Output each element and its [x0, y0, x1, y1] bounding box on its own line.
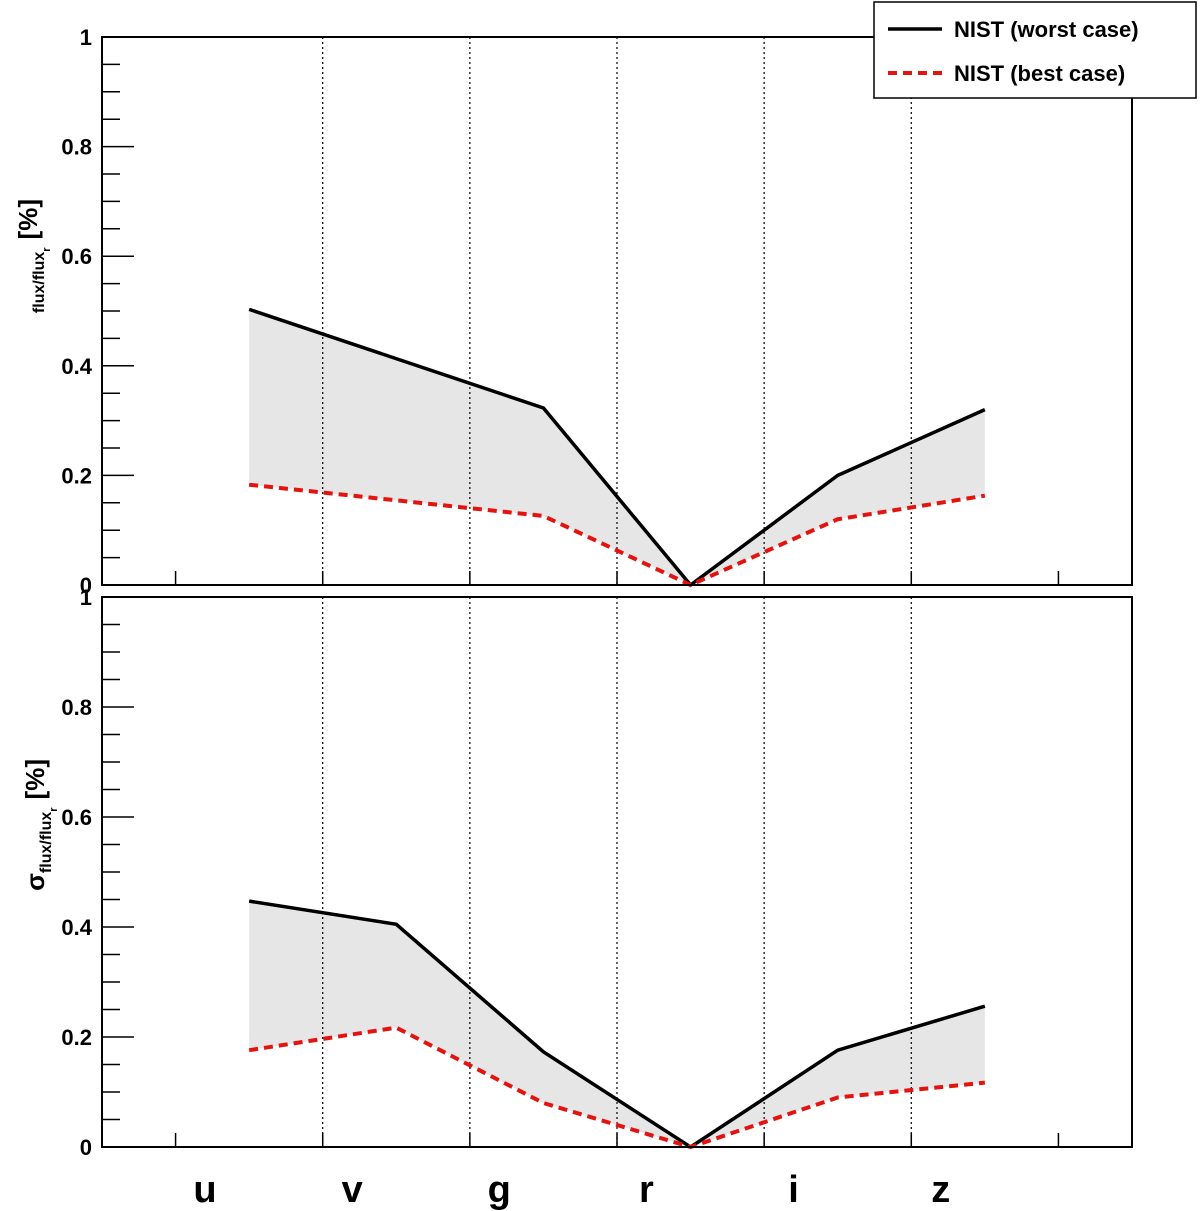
- y-axis-label-text: flux/fluxr [%]: [13, 199, 53, 313]
- uncertainty-band: [249, 901, 985, 1147]
- y-tick-label: 0.6: [61, 244, 92, 269]
- legend-label: NIST (best case): [954, 61, 1125, 86]
- y-axis-label-unit: [%]: [20, 759, 50, 799]
- y-axis-label-unit: [%]: [13, 199, 43, 239]
- y-axis-label-quantity: flux/flux: [31, 252, 48, 313]
- x-category-label: g: [488, 1169, 511, 1211]
- y-tick-label: 0.4: [61, 354, 92, 379]
- y-tick-label: 0.8: [61, 135, 92, 160]
- y-tick-label: 0.8: [61, 695, 92, 720]
- x-category-label: i: [788, 1169, 799, 1211]
- y-tick-label: 1: [80, 585, 92, 610]
- x-category-label: z: [931, 1169, 950, 1211]
- legend-label: NIST (worst case): [954, 17, 1139, 42]
- y-axis-label-subscript: r: [41, 247, 53, 252]
- panel-top: 0 0.2 0.4 0.6 0.8 1 flux/fluxr [%]: [13, 25, 1133, 598]
- y-axis-label: flux/fluxr [%]: [13, 199, 53, 313]
- y-tick-label: 0.2: [61, 463, 92, 488]
- y-tick-label: 0.2: [61, 1025, 92, 1050]
- legend: NIST (worst case) NIST (best case): [873, 1, 1197, 99]
- series-best-case-line: [248, 1025, 986, 1150]
- x-category-label: u: [193, 1169, 216, 1211]
- y-tick-label: 1: [80, 25, 92, 50]
- y-axis-label-text: σflux/fluxr [%]: [20, 759, 60, 891]
- series-worst-case-line: [248, 899, 986, 1150]
- uncertainty-band: [249, 309, 985, 585]
- x-category-label: r: [639, 1169, 654, 1211]
- y-axis-label-subscript: r: [48, 807, 60, 812]
- y-axis-label: σflux/fluxr [%]: [20, 759, 60, 891]
- y-tick-label: 0: [80, 1135, 92, 1160]
- y-axis-label-quantity: flux/flux: [38, 812, 55, 873]
- y-tick-label: 0.6: [61, 805, 92, 830]
- y-tick-label: 0.4: [61, 915, 92, 940]
- panel-bottom: 0 0.2 0.4 0.6 0.8 1 σflux/fluxr [%]: [20, 585, 1133, 1160]
- y-tick-label: 0: [80, 573, 92, 598]
- y-axis-label-symbol: σ: [20, 873, 50, 891]
- legend-box: [873, 1, 1197, 99]
- x-category-label: v: [342, 1169, 363, 1211]
